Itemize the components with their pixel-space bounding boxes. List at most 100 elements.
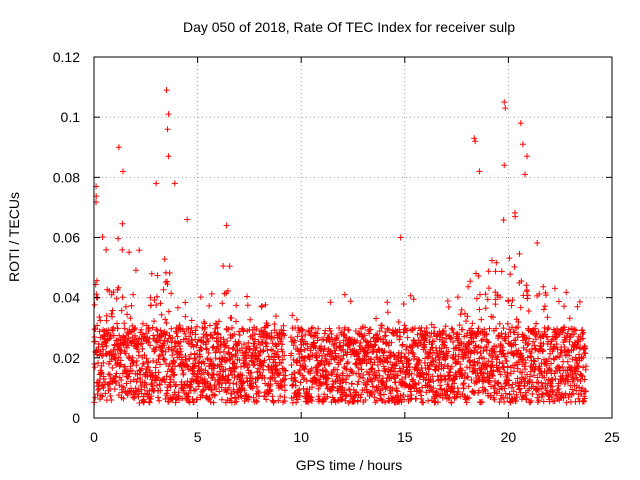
data-point: [470, 338, 477, 345]
data-point: [256, 352, 263, 359]
data-point: [443, 344, 450, 351]
data-point: [408, 384, 415, 391]
data-point: [516, 385, 523, 392]
data-point: [211, 365, 218, 372]
data-point: [416, 387, 423, 394]
data-point: [251, 336, 258, 343]
data-point: [121, 325, 128, 332]
data-point: [180, 385, 187, 392]
data-point: [570, 390, 577, 397]
data-point: [217, 334, 224, 341]
data-point: [426, 333, 433, 340]
data-point: [473, 331, 480, 338]
data-point: [91, 364, 98, 371]
data-point: [374, 386, 381, 393]
data-point: [262, 301, 269, 308]
data-point: [228, 314, 235, 321]
data-point: [474, 348, 481, 355]
data-point: [112, 351, 119, 358]
data-point: [153, 359, 160, 366]
data-point: [497, 294, 504, 301]
data-point: [119, 294, 126, 301]
data-point: [475, 373, 482, 380]
data-point: [136, 247, 143, 254]
data-point: [489, 354, 496, 361]
data-point: [167, 376, 174, 383]
data-point: [556, 353, 563, 360]
data-point: [373, 397, 380, 404]
data-point: [339, 377, 346, 384]
data-point: [362, 396, 369, 403]
data-point: [229, 354, 236, 361]
data-point: [473, 295, 480, 302]
data-point: [321, 345, 328, 352]
data-point: [383, 354, 390, 361]
data-point: [299, 327, 306, 334]
data-point: [340, 352, 347, 359]
data-point: [353, 388, 360, 395]
data-point: [325, 360, 332, 367]
data-point: [177, 338, 184, 345]
data-point: [543, 387, 550, 394]
data-point: [412, 381, 419, 388]
data-point: [389, 395, 396, 402]
data-point: [387, 353, 394, 360]
data-point: [131, 326, 138, 333]
data-point: [530, 338, 537, 345]
data-point: [159, 348, 166, 355]
data-point: [323, 368, 330, 375]
data-point: [378, 396, 385, 403]
data-point: [288, 361, 295, 368]
data-point: [278, 360, 285, 367]
data-point: [380, 379, 387, 386]
data-point: [245, 393, 252, 400]
data-point: [534, 355, 541, 362]
data-point: [160, 286, 167, 293]
data-point: [429, 355, 436, 362]
data-point: [220, 336, 227, 343]
data-point: [535, 328, 542, 335]
data-point: [582, 350, 589, 357]
data-point: [248, 369, 255, 376]
data-point: [501, 385, 508, 392]
data-point: [504, 320, 511, 327]
data-point: [466, 395, 473, 402]
data-point: [192, 386, 199, 393]
data-point: [550, 345, 557, 352]
data-point: [500, 394, 507, 401]
data-point: [288, 350, 295, 357]
data-point: [95, 385, 102, 392]
data-point: [232, 395, 239, 402]
data-point: [163, 320, 170, 327]
data-point: [263, 396, 270, 403]
data-point: [527, 373, 534, 380]
data-point: [449, 389, 456, 396]
data-point: [164, 387, 171, 394]
data-point: [428, 341, 435, 348]
data-point: [115, 144, 122, 151]
data-point: [202, 324, 209, 331]
data-point: [523, 346, 530, 353]
data-point: [188, 337, 195, 344]
data-point: [214, 324, 221, 331]
data-point: [566, 338, 573, 345]
data-point: [421, 341, 428, 348]
data-point: [215, 331, 222, 338]
data-point: [475, 387, 482, 394]
data-point: [103, 246, 110, 253]
data-point: [433, 333, 440, 340]
data-point: [422, 355, 429, 362]
data-point: [253, 383, 260, 390]
data-point: [519, 369, 526, 376]
data-point: [449, 326, 456, 333]
data-point: [498, 268, 505, 275]
data-point: [469, 329, 476, 336]
data-point: [248, 353, 255, 360]
data-point: [192, 331, 199, 338]
data-point: [220, 348, 227, 355]
data-point: [376, 372, 383, 379]
data-point: [289, 312, 296, 319]
data-point: [281, 387, 288, 394]
data-point: [463, 318, 470, 325]
